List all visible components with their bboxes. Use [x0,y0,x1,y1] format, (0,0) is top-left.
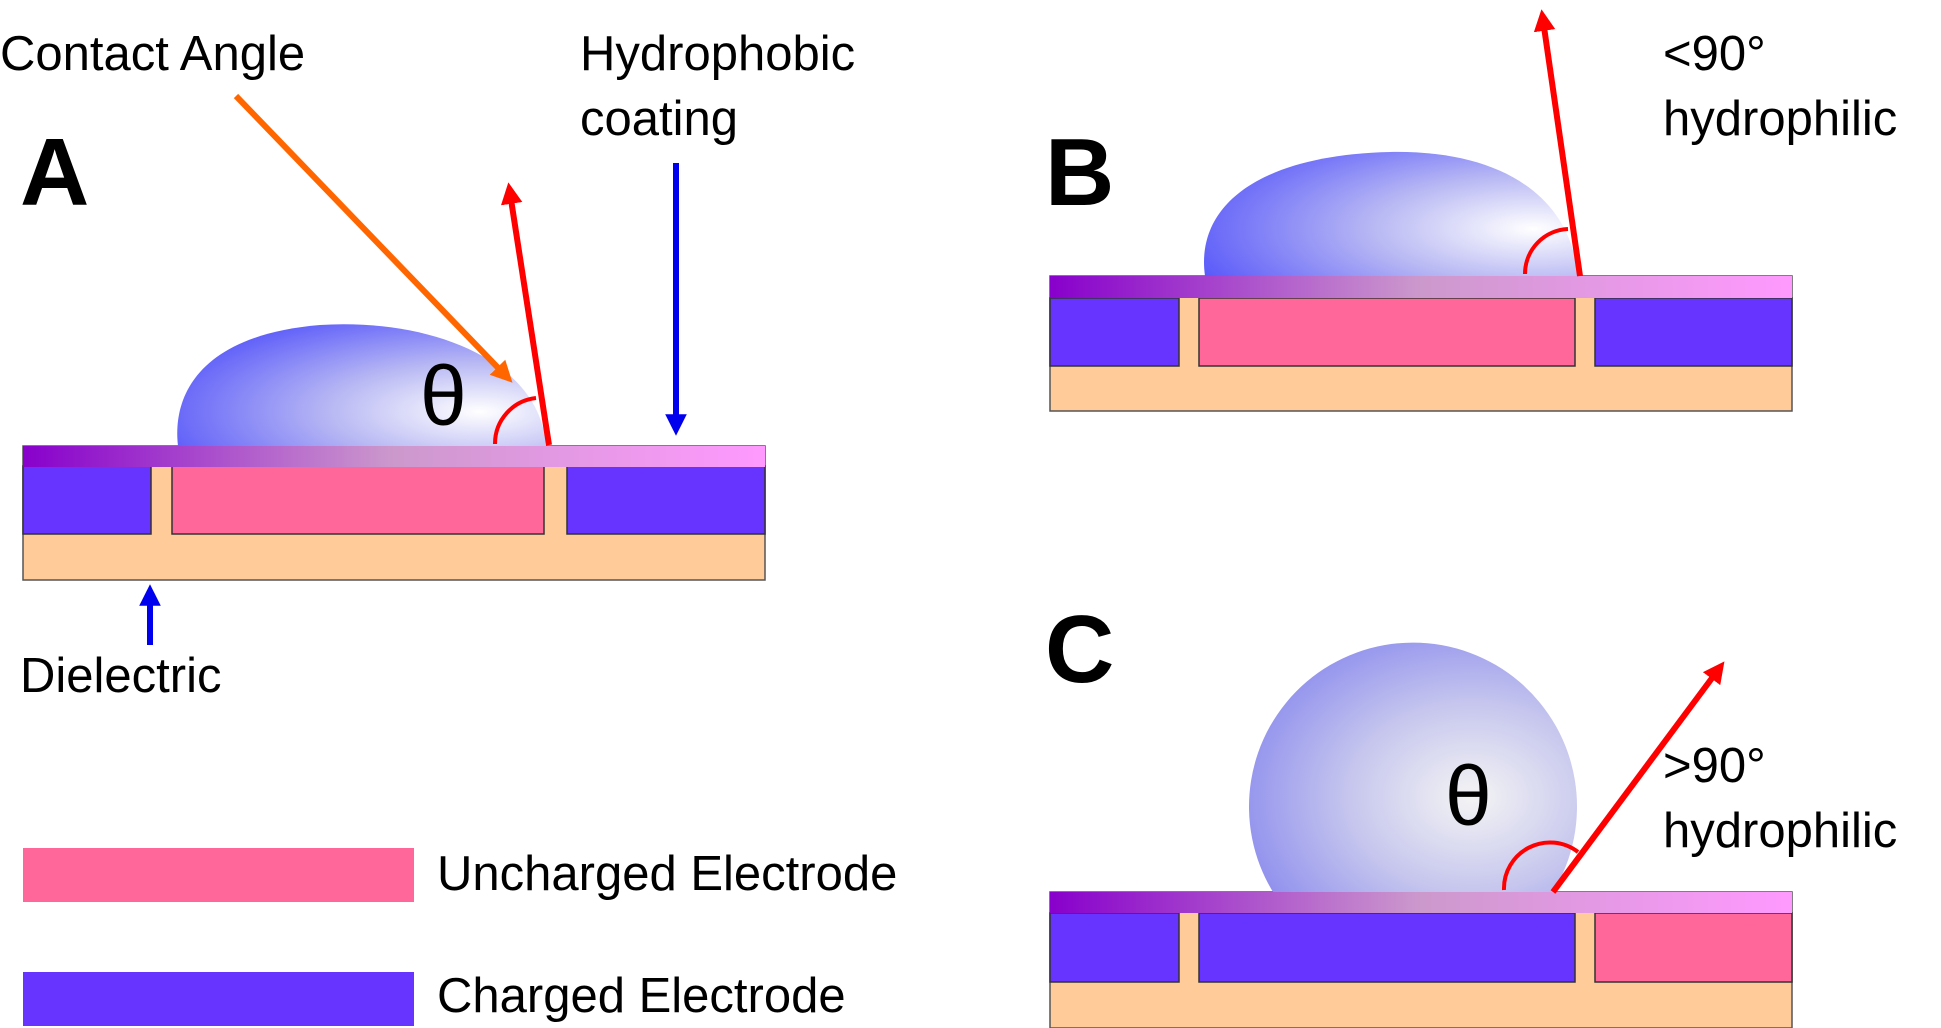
legend-uncharged-label: Uncharged Electrode [437,847,897,901]
droplet-b [1203,151,1578,276]
theta-symbol-a: θ [420,349,467,443]
panel-b-letter: B [1045,119,1114,226]
uncharged-electrode-center-b [1198,297,1576,367]
contact-angle-normal-arrow-c [1550,661,1725,894]
contact-angle-label: Contact Angle [0,27,305,81]
hydrophobic-coating [23,446,765,467]
uncharged-electrode-center [171,465,545,535]
angle-label-b: <90° [1663,27,1766,81]
charged-electrode-right-b [1594,297,1793,367]
hydrophobic-coating-label-line2: coating [580,92,738,146]
hydrophobic-coating-b [1050,276,1792,298]
contact-angle-arc-a [492,396,537,445]
panel-b: B <90° hydrophilic [1045,9,1897,412]
legend-charged-swatch [23,972,414,1026]
state-label-b: hydrophilic [1663,92,1897,146]
panel-a: A θ Contact Angle Hydrophobic coating Di… [0,27,855,703]
contact-angle-normal-arrow-b [1533,9,1583,277]
uncharged-electrode-right-c [1594,912,1793,983]
charged-electrode-left [22,465,152,535]
legend-uncharged-swatch [23,848,414,902]
legend: Uncharged Electrode Charged Electrode [23,847,897,1026]
charged-electrode-left-c [1049,912,1180,983]
contact-angle-normal-arrow-a [500,182,552,446]
hydrophobic-coating-label-line1: Hydrophobic [580,27,855,81]
contact-angle-arc-c [1501,840,1580,891]
charged-electrode-center-c [1198,912,1576,983]
panel-a-letter: A [20,119,89,226]
panel-c: C θ >90° hydrophilic [1045,596,1897,1028]
droplet-a [177,324,546,446]
charged-electrode-left-b [1049,297,1180,367]
contact-angle-pointer-arrow [233,93,513,383]
angle-label-c: >90° [1663,739,1766,793]
hydrophobic-coating-c [1050,892,1792,913]
contact-angle-arc-b [1522,227,1569,275]
charged-electrode-right [566,465,766,535]
panel-c-letter: C [1045,596,1114,703]
theta-symbol-c: θ [1445,749,1492,843]
state-label-c: hydrophilic [1663,804,1897,858]
droplet-c [1248,642,1577,892]
legend-charged-label: Charged Electrode [437,969,846,1023]
dielectric-label: Dielectric [20,649,221,703]
